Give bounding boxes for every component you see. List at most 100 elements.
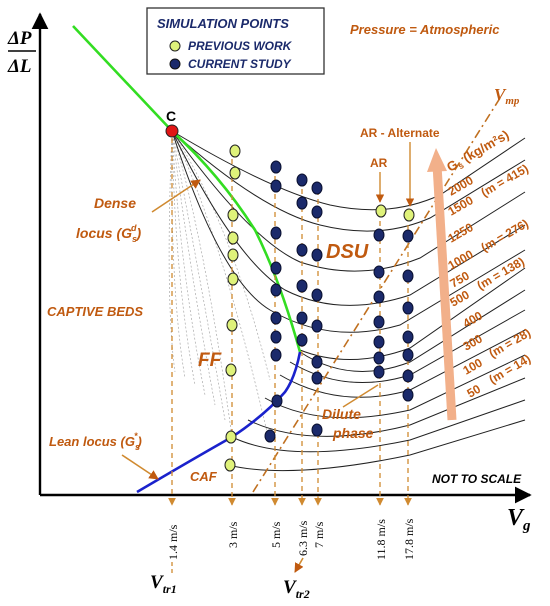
velocity-label-7: 7 m/s [312,521,326,548]
point-c-marker [165,124,179,138]
legend-current-marker [169,58,181,70]
velocity-label-11-8: 11.8 m/s [374,519,388,560]
current-point [402,229,414,243]
dense-locus-label-line2: locus (Gsd) [76,223,142,244]
previous-point [375,204,387,218]
ar-label: AR [370,156,388,170]
current-point [296,279,308,293]
curve-label-100: 100 [461,355,486,377]
current-point [270,226,282,240]
current-point [373,290,385,304]
caf-label: CAF [190,469,218,484]
dense-locus-pointer [151,179,201,213]
current-point [311,423,323,437]
current-point [402,330,414,344]
current-point [270,283,282,297]
previous-point [226,318,238,332]
previous-point [227,208,239,222]
velocity-labels: 1.4 m/s 3 m/s 5 m/s 6.3 m/s 7 m/s 11.8 m… [166,518,416,560]
y-axis-denominator: ΔL [7,56,32,77]
dilute-pointer [342,384,379,408]
vtr2-label: Vtr2 [283,577,310,601]
lean-locus-label: Lean locus (Gs*) [49,431,142,452]
legend-previous-marker [169,40,181,52]
ff-fan-lines [168,130,271,438]
current-point [311,181,323,195]
previous-point [225,363,237,377]
pressure-note: Pressure = Atmospheric [350,22,500,37]
current-study-points [264,160,414,443]
legend-title: SIMULATION POINTS [157,16,289,31]
current-point [373,365,385,379]
legend: SIMULATION POINTS PREVIOUS WORK CURRENT … [146,7,325,75]
curve-label-2000: 2000 [446,173,476,199]
current-point [311,288,323,302]
previous-point [229,166,241,180]
curve-label-m415: (m = 415) [479,161,531,199]
dense-locus-curve [72,25,302,353]
curve-label-m138: (m = 138) [475,254,527,292]
previous-point [229,144,241,158]
current-point [296,333,308,347]
current-point [373,265,385,279]
velocity-label-6-3: 6.3 m/s [296,520,310,556]
vtr2-pointer [294,557,304,573]
current-point [402,269,414,283]
current-point [271,394,283,408]
curve-label-m276: (m = 276) [479,216,531,254]
current-point [373,315,385,329]
velocity-label-17-8: 17.8 m/s [402,518,416,560]
vtr1-label: Vtr1 [150,572,177,596]
legend-current-label: CURRENT STUDY [188,57,292,71]
current-point [311,205,323,219]
current-point [296,311,308,325]
curve-label-500: 500 [448,287,473,309]
y-axis-numerator: ΔP [7,28,32,49]
current-point [373,335,385,349]
legend-previous-label: PREVIOUS WORK [188,39,293,53]
current-point [311,248,323,262]
dilute-label: Dilute [322,406,361,422]
current-point [402,388,414,402]
current-point [296,173,308,187]
curve-label-1500: 1500 [446,193,476,219]
curve-label-1000: 1000 [446,247,476,273]
current-point [402,369,414,383]
lean-locus-pointer [121,454,159,480]
previous-point [227,248,239,262]
current-point [311,355,323,369]
current-point [373,228,385,242]
previous-point [403,208,415,222]
dense-locus-label: Dense [94,195,136,211]
current-point [296,196,308,210]
current-point [311,371,323,385]
ff-label: FF [198,350,223,371]
gs-increase-arrow [427,148,457,421]
vmp-label: Vmp [494,85,520,107]
current-point [270,330,282,344]
current-point [402,348,414,362]
current-point [270,261,282,275]
dsu-label: DSU [326,241,369,263]
point-c-label: C [166,108,176,124]
current-point [270,311,282,325]
previous-point [224,458,236,472]
previous-point [227,272,239,286]
phase-label: phase [332,425,374,441]
previous-point [225,430,237,444]
previous-point [227,231,239,245]
curve-label-400: 400 [461,308,486,330]
current-point [270,348,282,362]
previous-work-points [224,144,415,472]
current-point [373,351,385,365]
current-point [270,160,282,174]
x-axis-label: Vg [507,505,531,534]
curve-label-50: 50 [465,382,484,401]
captive-beds-label: CAPTIVE BEDS [47,304,143,319]
ar-alternate-label: AR - Alternate [360,126,440,140]
lean-locus-curve [136,351,302,494]
curve-label-1250: 1250 [446,220,476,246]
not-to-scale-note: NOT TO SCALE [432,472,522,486]
velocity-label-1-4: 1.4 m/s [166,524,180,560]
